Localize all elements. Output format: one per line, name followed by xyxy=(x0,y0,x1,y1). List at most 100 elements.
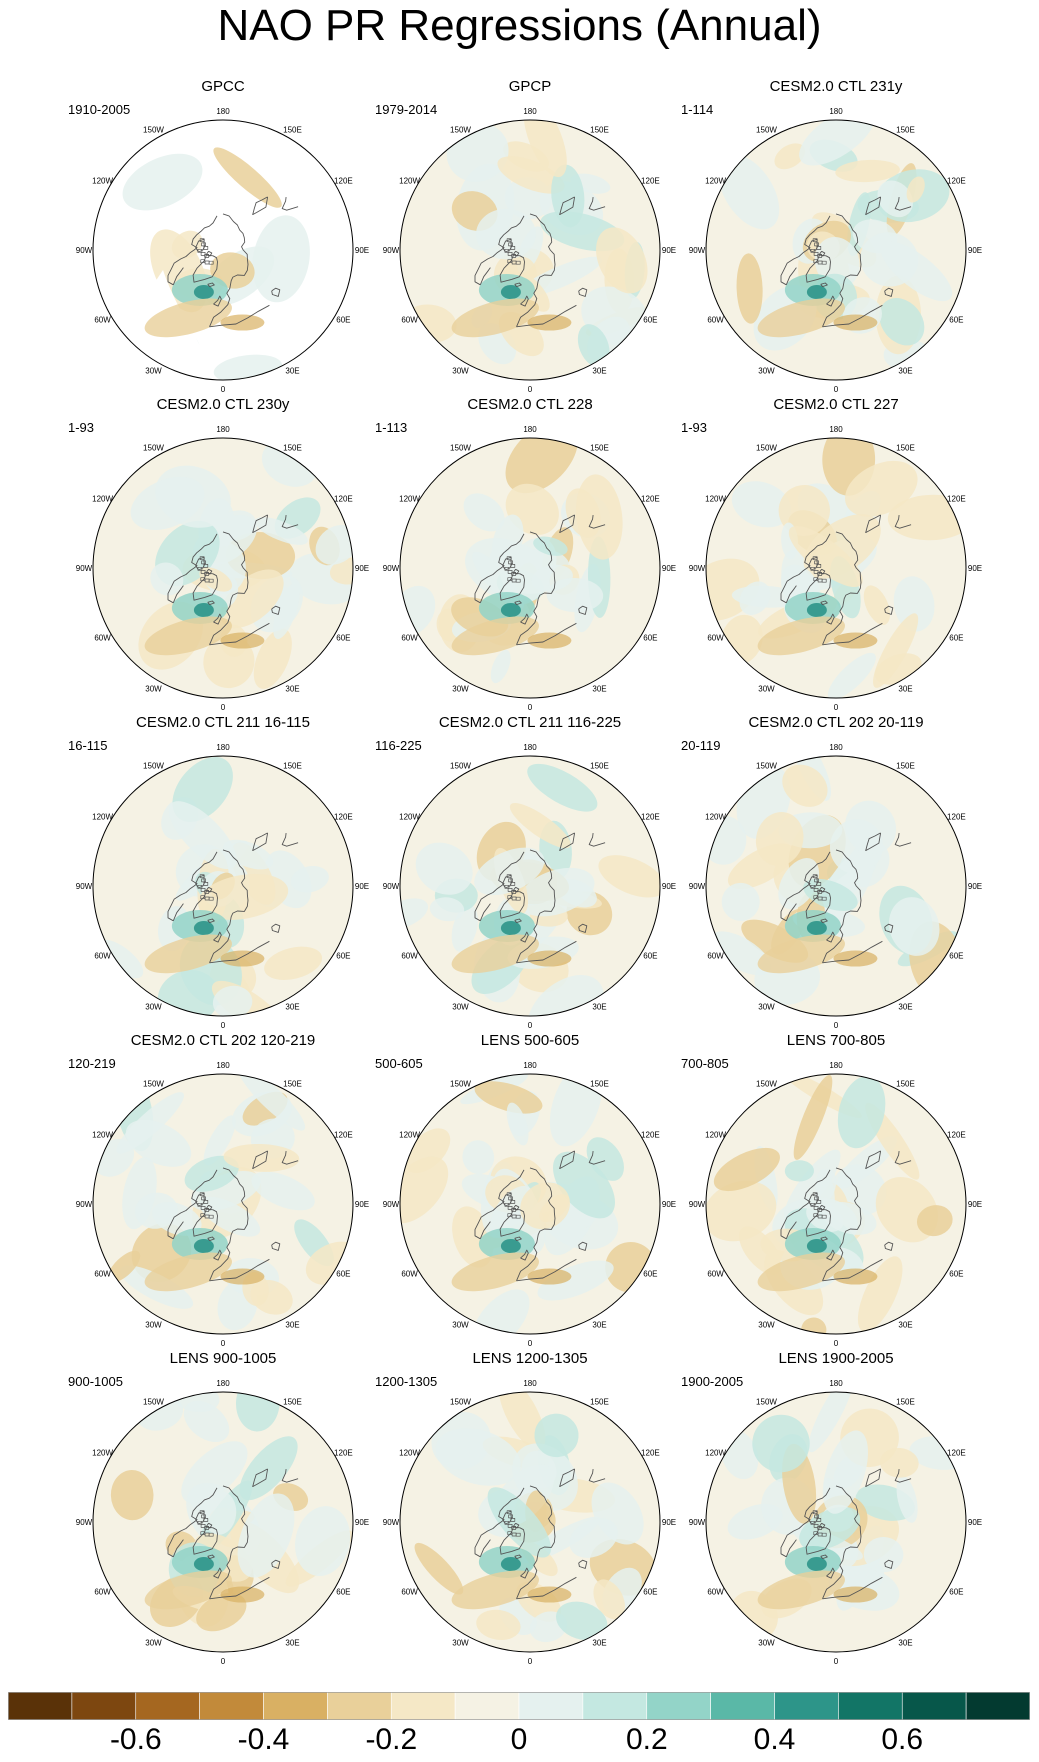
map-panel: CESM2.0 CTL 231y 180 150E 120E 90E 60E 30E 0 30W… xyxy=(681,78,991,392)
longitude-label: 150W xyxy=(143,1398,164,1407)
longitude-label: 60W xyxy=(707,316,724,325)
longitude-label: 90E xyxy=(662,1518,676,1527)
longitude-label: 30W xyxy=(145,1320,162,1329)
longitude-label: 30E xyxy=(592,1320,606,1329)
longitude-label: 60E xyxy=(949,1270,963,1279)
longitude-label: 60E xyxy=(949,952,963,961)
polar-map: 180 150E 120E 90E 60E 30E 0 30W 60W 90W 120W 150W xyxy=(689,1061,982,1346)
longitude-label: 120W xyxy=(92,495,113,504)
panel-period: 120-219 xyxy=(68,1056,116,1071)
longitude-label: 180 xyxy=(829,107,843,116)
longitude-label: 150E xyxy=(590,126,609,135)
longitude-label: 90E xyxy=(355,882,369,891)
longitude-label: 150E xyxy=(283,444,302,453)
longitude-label: 0 xyxy=(528,1021,533,1028)
colorbar-tick-label: 0.4 xyxy=(753,1723,796,1756)
longitude-label: 180 xyxy=(523,425,537,434)
longitude-label: 60E xyxy=(336,1588,350,1597)
colorbar-tick-label: 0 xyxy=(510,1723,528,1756)
longitude-label: 30W xyxy=(758,1320,775,1329)
longitude-label: 180 xyxy=(829,1379,843,1388)
polar-map: 180 150E 120E 90E 60E 30E 0 30W 60W 90W 120W 150W xyxy=(76,1061,369,1346)
longitude-label: 30W xyxy=(452,684,469,693)
colorbar-swatch xyxy=(518,1692,584,1720)
panel-period: 20-119 xyxy=(681,738,721,753)
map-panel: CESM2.0 CTL 228 180 150E 120E 90E 60E 30E 0 30W 6… xyxy=(375,396,685,710)
longitude-label: 60E xyxy=(643,1588,657,1597)
colorbar-labels: -0.6 -0.4 -0.2 0 0.2 0.4 0.6 xyxy=(0,1722,1039,1762)
colorbar-swatch xyxy=(965,1692,1030,1720)
longitude-label: 60W xyxy=(94,634,111,643)
longitude-label: 60E xyxy=(336,1270,350,1279)
map-panel: CESM2.0 CTL 230y 180 150E 120E 90E 60E 30E 0 30W… xyxy=(68,396,378,710)
colorbar-swatch xyxy=(710,1692,775,1720)
map-panel: LENS 500-605 180 150E 120E 90E 60E 30E 0 30W 60W 9… xyxy=(375,1032,685,1346)
longitude-label: 150W xyxy=(143,444,164,453)
longitude-label: 60E xyxy=(336,634,350,643)
longitude-label: 90W xyxy=(383,564,400,573)
longitude-label: 60E xyxy=(643,634,657,643)
longitude-label: 120W xyxy=(399,495,420,504)
longitude-label: 0 xyxy=(528,703,533,710)
longitude-label: 150E xyxy=(896,1398,915,1407)
longitude-label: 90E xyxy=(968,246,982,255)
longitude-label: 60W xyxy=(707,1270,724,1279)
longitude-label: 0 xyxy=(528,1657,533,1664)
longitude-label: 180 xyxy=(216,107,230,116)
colorbar-swatch xyxy=(71,1692,137,1720)
longitude-label: 30E xyxy=(285,1320,299,1329)
longitude-label: 120W xyxy=(399,177,420,186)
longitude-label: 30W xyxy=(452,1638,469,1647)
longitude-label: 120E xyxy=(334,1131,353,1140)
longitude-label: 30E xyxy=(592,1638,606,1647)
panel-period: 900-1005 xyxy=(68,1374,123,1389)
colorbar-swatch xyxy=(135,1692,200,1720)
longitude-label: 30E xyxy=(285,684,299,693)
longitude-label: 150W xyxy=(143,126,164,135)
longitude-label: 60W xyxy=(401,634,418,643)
panel-title: CESM2.0 CTL 228 xyxy=(467,396,593,413)
chart-title: NAO PR Regressions (Annual) xyxy=(217,1,822,50)
longitude-label: 180 xyxy=(523,1061,537,1070)
map-panel: LENS 700-805 180 150E 120E 90E 60E 30E 0 30W 60W 9… xyxy=(681,1032,991,1346)
longitude-label: 180 xyxy=(216,1061,230,1070)
colorbar-tick-label: 0.6 xyxy=(881,1723,924,1756)
polar-map: 180 150E 120E 90E 60E 30E 0 30W 60W 90W 120W 150W xyxy=(383,1061,676,1346)
longitude-label: 0 xyxy=(834,1657,839,1664)
longitude-label: 150W xyxy=(756,126,777,135)
longitude-label: 120E xyxy=(641,813,660,822)
longitude-label: 90W xyxy=(383,1518,400,1527)
colorbar-tick-label: 0.2 xyxy=(625,1723,668,1756)
longitude-label: 30E xyxy=(898,1320,912,1329)
longitude-label: 150E xyxy=(283,126,302,135)
panel-period: 1-114 xyxy=(681,102,714,117)
panel-title: CESM2.0 CTL 231y xyxy=(769,78,903,95)
longitude-label: 60W xyxy=(707,634,724,643)
longitude-label: 150W xyxy=(756,1080,777,1089)
colorbar-swatch xyxy=(901,1692,967,1720)
longitude-label: 60W xyxy=(401,952,418,961)
longitude-label: 150E xyxy=(283,1398,302,1407)
colorbar xyxy=(8,1692,1030,1720)
longitude-label: 90E xyxy=(662,564,676,573)
longitude-label: 0 xyxy=(528,385,533,392)
longitude-label: 180 xyxy=(523,743,537,752)
longitude-label: 180 xyxy=(523,107,537,116)
longitude-label: 150E xyxy=(590,762,609,771)
longitude-label: 150W xyxy=(450,1080,471,1089)
map-panel: CESM2.0 CTL 227 180 150E 120E 90E 60E 30E 0 30W 6… xyxy=(681,396,991,710)
longitude-label: 90W xyxy=(689,564,706,573)
map-panel: LENS 1200-1305 180 150E 120E 90E 60E 30E 0 30W 60… xyxy=(375,1350,685,1664)
polar-map: 180 150E 120E 90E 60E 30E 0 30W 60W 90W 120W 150W xyxy=(689,743,982,1028)
map-panel: CESM2.0 CTL 202 20-119 180 150E 120E 90E 60E 3… xyxy=(681,714,991,1028)
panel-period: 116-225 xyxy=(375,738,422,753)
colorbar-tick-label: -0.4 xyxy=(237,1723,290,1756)
longitude-label: 150E xyxy=(896,444,915,453)
longitude-label: 120W xyxy=(399,813,420,822)
longitude-label: 120E xyxy=(947,1131,966,1140)
longitude-label: 150E xyxy=(590,1080,609,1089)
longitude-label: 90W xyxy=(383,882,400,891)
longitude-label: 0 xyxy=(528,1339,533,1346)
panel-title: LENS 900-1005 xyxy=(169,1350,277,1367)
